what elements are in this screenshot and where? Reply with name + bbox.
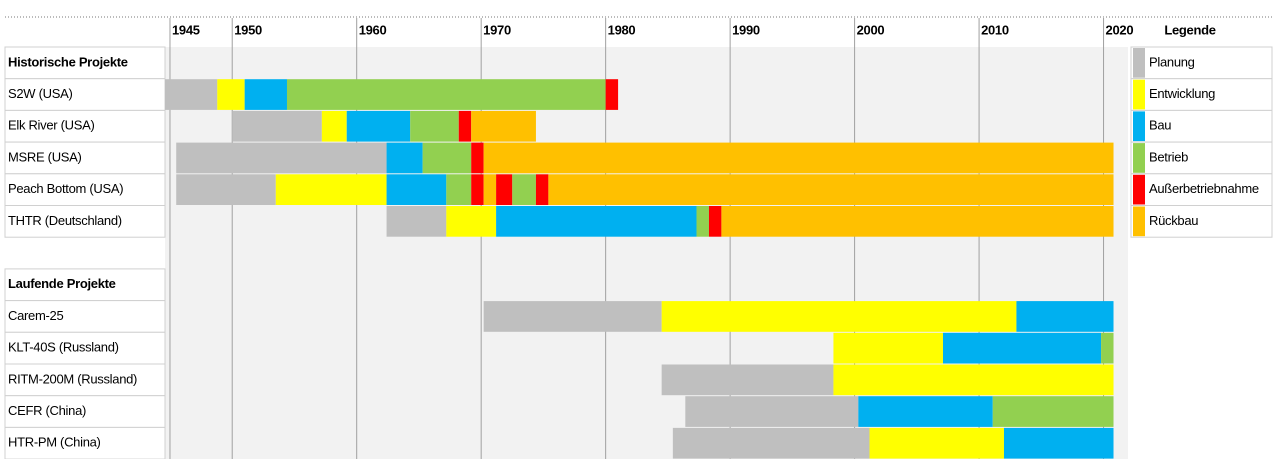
segment <box>496 174 513 205</box>
segment <box>244 79 287 110</box>
legend-swatch <box>1133 174 1145 205</box>
segment <box>232 110 322 142</box>
segment <box>696 206 709 237</box>
x-tick-label: 1970 <box>483 22 511 37</box>
legend-label: Planung <box>1149 54 1195 69</box>
row-label: Elk River (USA) <box>8 118 95 133</box>
segment <box>858 396 993 427</box>
segment <box>410 110 459 142</box>
row-label: Peach Bottom (USA) <box>8 181 123 196</box>
segment <box>275 174 387 205</box>
x-tick-label: 1990 <box>732 22 760 37</box>
segment <box>176 142 387 174</box>
legend-swatch <box>1133 206 1145 237</box>
segment <box>446 206 497 237</box>
x-tick-label: 2000 <box>857 22 885 37</box>
segment <box>605 79 619 110</box>
label-cell <box>4 141 166 175</box>
x-tick-label: 1950 <box>234 22 262 37</box>
legend-swatch <box>1133 48 1145 78</box>
segment <box>708 206 722 237</box>
legend-swatch <box>1133 111 1145 142</box>
legend-swatch <box>1133 143 1145 173</box>
legend-cell <box>1130 141 1273 175</box>
label-cell <box>4 109 166 143</box>
label-cell <box>4 46 166 80</box>
x-tick-label: 1980 <box>608 22 636 37</box>
label-cell <box>4 395 166 428</box>
segment <box>346 110 411 142</box>
legend-label: Außerbetriebnahme <box>1149 181 1259 196</box>
segment <box>217 79 245 110</box>
segment <box>535 174 549 205</box>
label-cell <box>4 205 166 238</box>
x-tick-label: 2010 <box>981 22 1009 37</box>
segment <box>176 174 276 205</box>
segment <box>458 110 472 142</box>
segment <box>483 142 1114 174</box>
segment <box>661 301 1017 332</box>
segment <box>286 79 606 110</box>
segment <box>992 396 1114 427</box>
segment <box>661 364 834 396</box>
x-tick-label: 1960 <box>359 22 387 37</box>
segment <box>496 206 697 237</box>
row-label: HTR-PM (China) <box>8 435 101 450</box>
legend-cell <box>1130 205 1273 238</box>
segment <box>1016 301 1114 332</box>
segment <box>685 396 859 427</box>
legend-title: Legende <box>1164 22 1215 37</box>
segment <box>386 206 447 237</box>
row-label: RITM-200M (Russland) <box>8 371 137 386</box>
legend-cell <box>1130 173 1273 207</box>
segment <box>483 301 662 332</box>
label-cell <box>4 173 166 207</box>
label-cell <box>4 426 166 459</box>
segment <box>321 110 347 142</box>
label-cell <box>4 331 166 365</box>
group-label: Laufende Projekte <box>8 276 116 291</box>
segment <box>1003 427 1114 459</box>
segment <box>548 174 1114 205</box>
segment <box>386 174 447 205</box>
x-tick-label: 2020 <box>1106 22 1134 37</box>
label-cell <box>4 363 166 397</box>
row-label: Carem-25 <box>8 308 63 323</box>
segment <box>483 174 497 205</box>
segment <box>833 332 943 364</box>
segment <box>386 142 423 174</box>
row-label: THTR (Deutschland) <box>8 213 122 228</box>
row-label: CEFR (China) <box>8 403 86 418</box>
segment <box>721 206 1114 237</box>
legend-swatch <box>1133 79 1145 110</box>
legend-label: Betrieb <box>1149 149 1188 164</box>
row-label: KLT-40S (Russland) <box>8 340 119 355</box>
legend-label: Rückbau <box>1149 213 1198 228</box>
segment <box>471 110 536 142</box>
segment <box>512 174 536 205</box>
segment <box>422 142 472 174</box>
group-label: Historische Projekte <box>8 54 128 69</box>
legend-label: Entwicklung <box>1149 86 1215 101</box>
legend-label: Bau <box>1149 118 1171 133</box>
segment <box>1101 332 1114 364</box>
segment <box>471 174 484 205</box>
segment <box>471 142 484 174</box>
segment <box>446 174 472 205</box>
segment <box>165 79 218 110</box>
segment <box>672 427 870 459</box>
segment <box>869 427 1004 459</box>
row-label: S2W (USA) <box>8 86 72 101</box>
x-tick-label: 1945 <box>172 22 200 37</box>
segment <box>833 364 1114 396</box>
row-label: MSRE (USA) <box>8 149 82 164</box>
segment <box>942 332 1102 364</box>
